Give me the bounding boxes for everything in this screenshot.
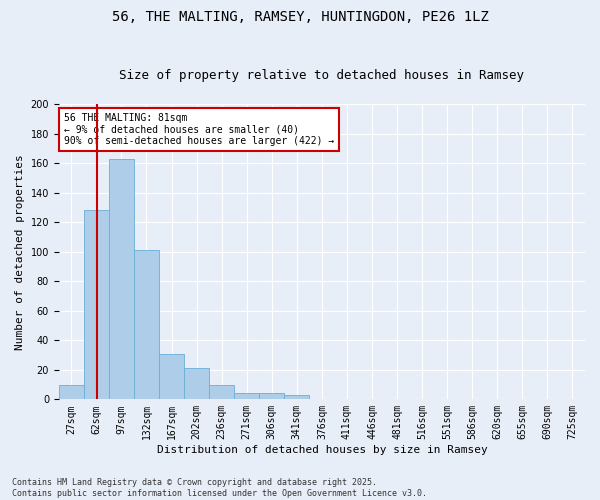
Bar — [259, 394, 284, 400]
Bar — [184, 368, 209, 400]
Bar — [109, 158, 134, 400]
Y-axis label: Number of detached properties: Number of detached properties — [15, 154, 25, 350]
Text: 56 THE MALTING: 81sqm
← 9% of detached houses are smaller (40)
90% of semi-detac: 56 THE MALTING: 81sqm ← 9% of detached h… — [64, 113, 334, 146]
Text: 56, THE MALTING, RAMSEY, HUNTINGDON, PE26 1LZ: 56, THE MALTING, RAMSEY, HUNTINGDON, PE2… — [112, 10, 488, 24]
Bar — [84, 210, 109, 400]
Bar — [59, 384, 84, 400]
Bar — [134, 250, 159, 400]
Bar — [234, 394, 259, 400]
Bar — [159, 354, 184, 400]
X-axis label: Distribution of detached houses by size in Ramsey: Distribution of detached houses by size … — [157, 445, 487, 455]
Title: Size of property relative to detached houses in Ramsey: Size of property relative to detached ho… — [119, 69, 524, 82]
Text: Contains HM Land Registry data © Crown copyright and database right 2025.
Contai: Contains HM Land Registry data © Crown c… — [12, 478, 427, 498]
Bar — [284, 395, 310, 400]
Bar — [209, 384, 234, 400]
